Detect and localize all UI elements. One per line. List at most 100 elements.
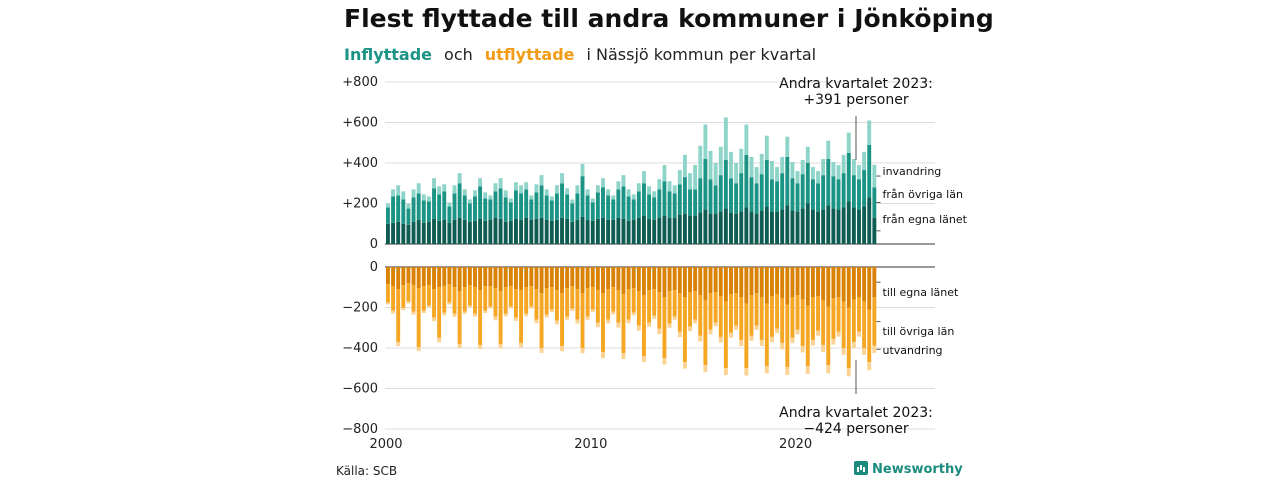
bar-in-1 xyxy=(514,190,518,219)
bar-out-2 xyxy=(688,326,692,332)
bar-in-1 xyxy=(836,179,841,210)
chart-subtitle: Inflyttade och utflyttade i Nässjö kommun p… xyxy=(344,45,828,64)
bar-out-0 xyxy=(554,267,559,291)
bar-out-0 xyxy=(514,267,518,290)
bar-out-0 xyxy=(703,267,708,301)
bar-out-1 xyxy=(759,297,764,340)
bar-in-0 xyxy=(457,217,462,244)
bar-out-0 xyxy=(416,267,421,289)
bar-out-2 xyxy=(667,323,672,328)
bar-in-1 xyxy=(857,179,861,210)
bar-out-0 xyxy=(739,267,744,298)
bar-out-2 xyxy=(754,325,759,330)
bar-out-1 xyxy=(467,285,472,306)
bar-in-1 xyxy=(570,203,575,222)
bar-in-0 xyxy=(437,220,442,244)
bar-out-1 xyxy=(749,295,754,336)
bar-out-2 xyxy=(718,336,723,343)
bar-in-0 xyxy=(682,213,687,244)
bar-out-0 xyxy=(662,267,667,298)
bar-in-1 xyxy=(549,200,554,221)
bar-out-1 xyxy=(401,285,406,308)
bar-out-0 xyxy=(503,267,508,288)
bar-out-2 xyxy=(493,316,498,321)
annotation-out-line1: Andra kvartalet 2023: xyxy=(779,405,933,421)
bar-in-1 xyxy=(729,178,733,213)
bar-in-2 xyxy=(616,181,621,190)
bar-in-1 xyxy=(396,195,401,222)
bar-in-0 xyxy=(396,221,401,244)
bar-out-0 xyxy=(396,267,401,290)
bar-out-1 xyxy=(519,290,524,343)
bar-out-0 xyxy=(841,267,846,302)
bar-in-0 xyxy=(580,216,585,244)
bar-out-0 xyxy=(421,267,426,287)
bar-in-0 xyxy=(483,220,488,244)
bar-out-2 xyxy=(498,343,503,349)
source-note: Källa: SCB xyxy=(336,464,398,478)
bar-in-1 xyxy=(693,189,698,216)
bar-in-1 xyxy=(872,187,877,218)
x-tick-label: 2010 xyxy=(574,437,607,452)
bar-in-0 xyxy=(805,203,810,244)
bar-out-0 xyxy=(780,267,785,299)
bar-out-1 xyxy=(539,293,544,348)
bar-in-2 xyxy=(437,186,442,195)
bar-out-2 xyxy=(432,317,436,322)
bar-in-0 xyxy=(611,219,616,244)
bar-out-2 xyxy=(826,365,831,374)
bar-in-2 xyxy=(749,156,754,178)
legend-fran-ovriga-lan: från övriga län xyxy=(883,188,963,201)
bar-in-0 xyxy=(723,208,728,244)
bar-in-0 xyxy=(677,214,682,244)
bar-in-2 xyxy=(396,185,401,196)
bar-in-2 xyxy=(821,158,826,176)
bar-out-2 xyxy=(867,362,872,371)
bar-in-2 xyxy=(508,198,513,203)
bar-out-0 xyxy=(810,267,815,298)
bar-out-2 xyxy=(462,311,467,314)
bar-out-2 xyxy=(636,325,641,331)
bar-in-0 xyxy=(836,209,841,244)
bar-in-0 xyxy=(514,218,518,244)
bar-in-2 xyxy=(524,182,529,190)
bar-in-2 xyxy=(785,136,790,157)
bar-out-2 xyxy=(401,307,406,310)
bar-in-0 xyxy=(754,213,759,244)
bar-in-1 xyxy=(759,174,764,211)
bar-out-0 xyxy=(785,267,790,305)
bar-out-2 xyxy=(421,310,426,313)
bar-out-0 xyxy=(575,267,580,290)
bar-out-2 xyxy=(790,337,795,344)
bar-in-0 xyxy=(493,217,498,244)
brand-logo[interactable]: Newsworthy xyxy=(854,461,963,477)
bar-in-0 xyxy=(447,222,452,244)
bar-out-1 xyxy=(677,293,682,332)
bar-out-2 xyxy=(549,309,554,312)
bar-out-2 xyxy=(662,358,667,365)
bar-out-0 xyxy=(519,267,524,291)
bar-in-2 xyxy=(606,189,611,196)
bar-out-1 xyxy=(764,303,769,367)
bar-out-1 xyxy=(729,294,733,333)
bar-in-2 xyxy=(688,173,692,190)
bar-out-1 xyxy=(534,289,539,320)
bar-out-0 xyxy=(688,267,692,293)
bar-in-0 xyxy=(554,219,559,244)
bar-in-2 xyxy=(452,185,457,194)
bar-in-2 xyxy=(729,151,733,179)
bar-in-0 xyxy=(636,217,641,244)
bar-out-2 xyxy=(595,322,600,328)
bar-in-1 xyxy=(585,195,590,220)
bar-in-2 xyxy=(601,178,605,188)
bar-out-0 xyxy=(411,267,416,286)
bar-in-1 xyxy=(657,189,662,218)
bar-out-0 xyxy=(580,267,585,294)
bar-in-0 xyxy=(631,219,636,244)
bar-out-2 xyxy=(529,306,534,309)
bar-out-0 xyxy=(652,267,657,290)
bar-in-0 xyxy=(657,217,662,244)
bar-in-1 xyxy=(580,176,585,217)
bar-out-2 xyxy=(770,336,774,343)
bar-out-2 xyxy=(534,319,539,324)
